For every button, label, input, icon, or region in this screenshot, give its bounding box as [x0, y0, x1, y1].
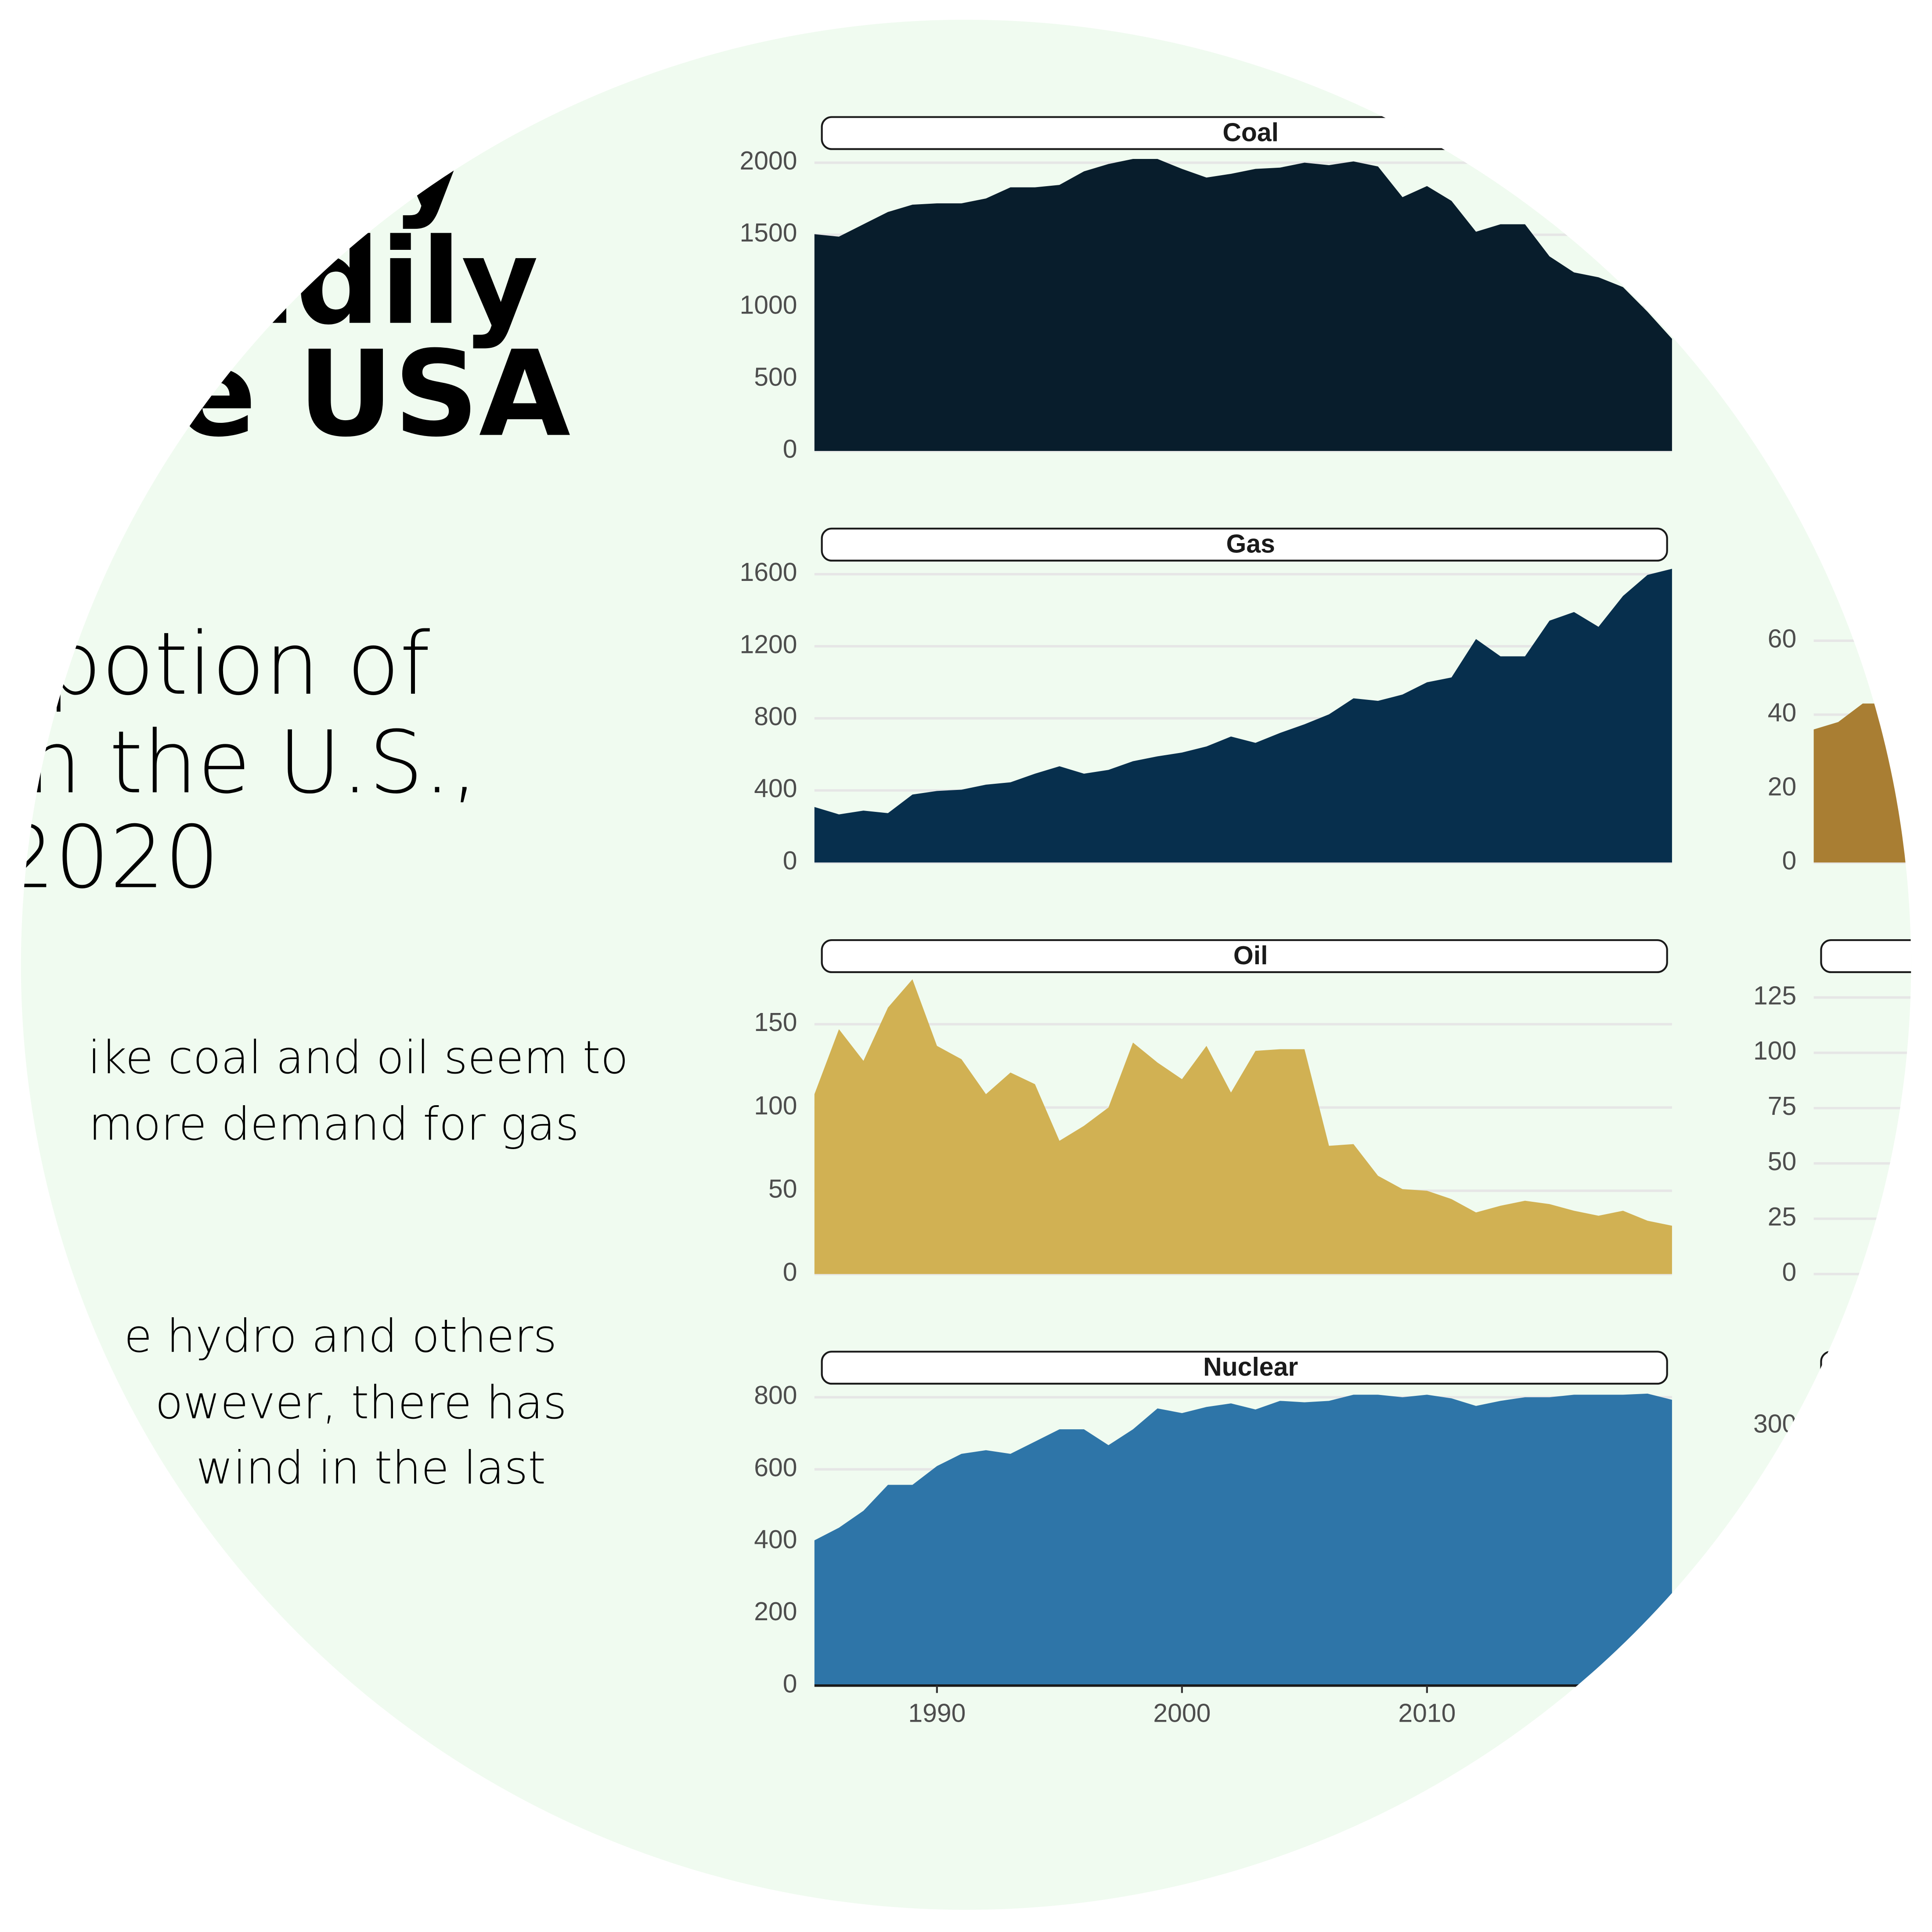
panel: Nuclear 0 200 400 600 800 1990 2000 2010: [754, 1351, 1672, 1728]
subtitle-line: potion of: [47, 614, 430, 714]
strip-box: [1820, 939, 1911, 973]
strip-box: [1820, 1351, 1911, 1385]
y-tick-label: 500: [754, 363, 797, 391]
body-line: more demand for gas: [89, 1098, 579, 1151]
panel: Coal 0 500 1000 1500 2000: [740, 116, 1672, 464]
x-tick-label: 2000: [1153, 1699, 1211, 1728]
charts: Coal0500100015002000Gas040080012001600Oi…: [740, 116, 1911, 1728]
y-tick-label: 1000: [740, 291, 797, 319]
y-tick-label: 0: [1782, 847, 1797, 875]
y-tick-label: 60: [1768, 625, 1797, 653]
y-tick-label: 100: [754, 1092, 797, 1120]
x-tick-label: 2010: [1398, 1699, 1456, 1728]
title-line: he USA: [92, 325, 571, 463]
y-tick-label: 150: [754, 1008, 797, 1037]
y-tick-label: 1200: [740, 630, 797, 659]
area: [814, 159, 1672, 451]
y-tick-label: 0: [783, 847, 797, 875]
y-tick-label: 100: [1753, 1037, 1796, 1065]
y-tick-label: 50: [768, 1175, 797, 1203]
strip-title: Gas: [1226, 530, 1275, 559]
strip-box: [821, 527, 1668, 562]
y-tick-label: 800: [754, 1381, 797, 1410]
y-tick-label: 50: [1768, 1147, 1797, 1176]
y-tick-label: 400: [754, 1525, 797, 1554]
strip-title: Nuclear: [1203, 1353, 1298, 1381]
title-line: y: [391, 94, 469, 231]
y-tick-label: 75: [1768, 1092, 1797, 1121]
area: [814, 569, 1672, 863]
panel: Oil 0 50 100 150: [754, 939, 1672, 1287]
panel: Gas 0 400 800 1200 1600: [740, 527, 1672, 875]
strip-title: Oil: [1233, 941, 1268, 970]
y-tick-label: 125: [1753, 981, 1796, 1010]
strip-box: [821, 939, 1668, 973]
y-tick-label: 300: [1753, 1410, 1796, 1438]
area: [814, 979, 1672, 1274]
panel: 0 25 50 75 100 125: [1753, 939, 1911, 1287]
body-line: wind in the last: [196, 1442, 546, 1495]
y-tick-label: 0: [783, 1258, 797, 1287]
body-line: owever, there has: [155, 1377, 566, 1429]
subtitle-line: 2020: [0, 807, 220, 908]
y-tick-label: 25: [1768, 1203, 1797, 1231]
strip-box: [1820, 527, 1911, 562]
y-tick-label: 0: [783, 435, 797, 464]
y-tick-label: 600: [754, 1453, 797, 1482]
y-tick-label: 200: [754, 1597, 797, 1626]
subtitle-line: n the U.S.,: [27, 713, 478, 813]
y-tick-label: 400: [754, 775, 797, 803]
body-line: ike coal and oil seem to: [88, 1031, 628, 1084]
area: [814, 1393, 1672, 1686]
strip-box: [821, 1351, 1668, 1385]
body-line: e hydro and others: [124, 1310, 557, 1362]
y-tick-label: 2000: [740, 147, 797, 175]
y-tick-label: 0: [783, 1669, 797, 1698]
y-tick-label: 1600: [740, 558, 797, 587]
y-tick-label: 1500: [740, 219, 797, 247]
strip-title: Coal: [1222, 118, 1279, 147]
y-tick-label: 20: [1768, 772, 1797, 801]
y-tick-label: 0: [1782, 1258, 1797, 1287]
y-tick-label: 40: [1768, 699, 1797, 727]
x-tick-label: 1990: [908, 1699, 966, 1728]
y-tick-label: 800: [754, 703, 797, 731]
